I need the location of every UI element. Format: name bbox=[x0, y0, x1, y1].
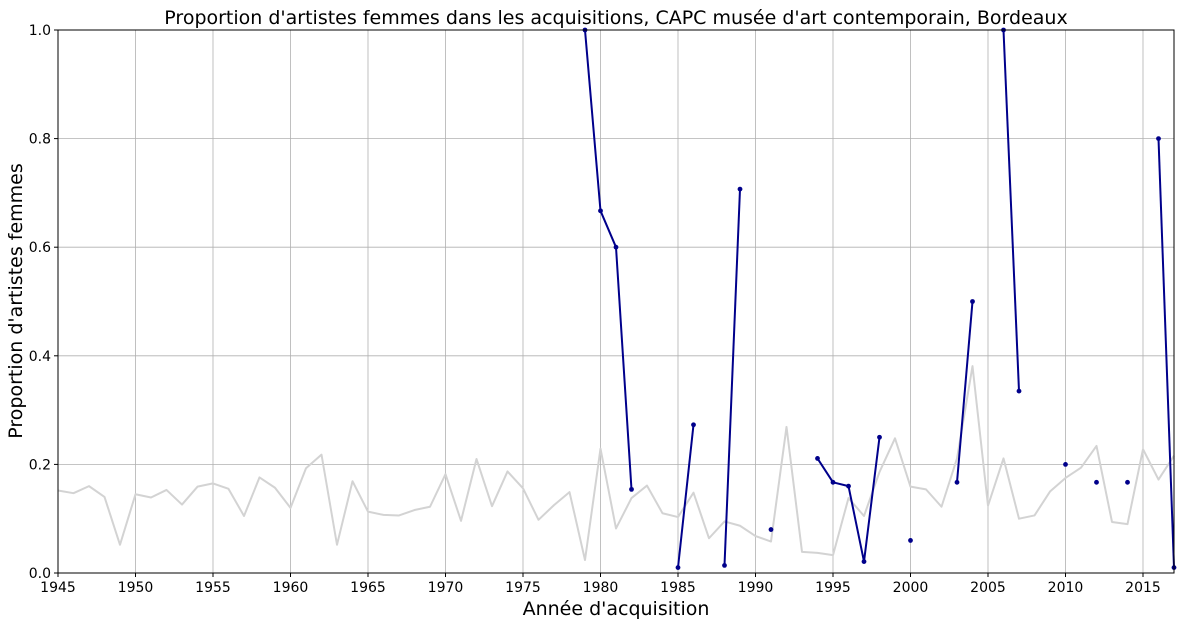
x-tick-label-1945: 1945 bbox=[40, 580, 76, 596]
series-2-point-1989 bbox=[737, 186, 743, 192]
series-2-point-1982 bbox=[629, 486, 634, 492]
y-tick-label-0.6: 0.6 bbox=[29, 240, 51, 256]
series-2-point-2012 bbox=[1094, 479, 1099, 485]
series-2-line-segment-2 bbox=[677, 424, 695, 568]
y-tick-label-0.2: 0.2 bbox=[29, 457, 51, 473]
plot-frame bbox=[57, 29, 1175, 574]
series-2-line-segment-7 bbox=[956, 301, 974, 483]
series-2-point-1988 bbox=[722, 562, 727, 568]
chart-title: Proportion d'artistes femmes dans les ac… bbox=[164, 7, 1067, 29]
series-2-line-segment-8 bbox=[1002, 29, 1020, 392]
series-2-point-1985 bbox=[675, 565, 681, 570]
x-tick-label-1985: 1985 bbox=[660, 580, 696, 596]
x-tick-label-1955: 1955 bbox=[195, 580, 231, 596]
x-tick-label-2000: 2000 bbox=[893, 580, 929, 596]
series-2-point-2007 bbox=[1016, 388, 1022, 394]
series-2-point-1995 bbox=[830, 479, 836, 485]
x-tick-label-1965: 1965 bbox=[350, 580, 386, 596]
series-2-point-2010 bbox=[1063, 462, 1068, 467]
series-2-point-2004 bbox=[970, 299, 975, 304]
series-2-line-segment-1 bbox=[584, 29, 633, 490]
series-2-point-2016 bbox=[1156, 136, 1161, 142]
series-2-point-2000 bbox=[908, 538, 913, 543]
series-2-point-1981 bbox=[613, 244, 619, 250]
x-axis: 1945 1950 1955 1960 1965 1970 1975 1980 1985 1990… bbox=[40, 573, 1161, 596]
series-2-point-1996 bbox=[846, 483, 851, 489]
series-1-line-segment-1 bbox=[57, 365, 1175, 561]
y-axis: 0.0 0.2 0.4 0.6 0.8 1.0 bbox=[29, 23, 58, 582]
x-tick-label-1975: 1975 bbox=[505, 580, 541, 596]
series-2-point-1997 bbox=[861, 559, 867, 564]
series-2-line-segment-12 bbox=[1157, 138, 1175, 568]
series-2-line-segment-3 bbox=[723, 189, 741, 566]
x-tick-label-1995: 1995 bbox=[815, 580, 851, 596]
y-tick-label-0.4: 0.4 bbox=[29, 349, 51, 365]
grid bbox=[57, 29, 1174, 574]
y-tick-label-0.0: 0.0 bbox=[29, 566, 51, 582]
x-tick-label-1960: 1960 bbox=[273, 580, 309, 596]
series-2-point-1998 bbox=[877, 434, 882, 440]
x-tick-label-1980: 1980 bbox=[583, 580, 619, 596]
series-layer bbox=[57, 27, 1177, 570]
series-2-point-2003 bbox=[954, 479, 960, 485]
series-2-point-2014 bbox=[1125, 479, 1130, 485]
series-2-point-1991 bbox=[768, 527, 774, 532]
series-2-point-1986 bbox=[691, 422, 696, 428]
series-2-point-1994 bbox=[815, 456, 820, 461]
x-axis-label: Année d'acquisition bbox=[523, 598, 710, 620]
y-tick-label-0.8: 0.8 bbox=[29, 132, 51, 148]
y-tick-label-1.0: 1.0 bbox=[29, 23, 51, 39]
x-tick-label-2005: 2005 bbox=[970, 580, 1006, 596]
x-tick-label-2015: 2015 bbox=[1125, 580, 1161, 596]
x-tick-label-2010: 2010 bbox=[1048, 580, 1084, 596]
series-2-point-1980 bbox=[598, 208, 603, 214]
x-tick-label-1950: 1950 bbox=[118, 580, 154, 596]
x-tick-label-1970: 1970 bbox=[428, 580, 464, 596]
y-axis-label: Proportion d'artistes femmes bbox=[5, 163, 27, 439]
x-tick-label-1990: 1990 bbox=[738, 580, 774, 596]
